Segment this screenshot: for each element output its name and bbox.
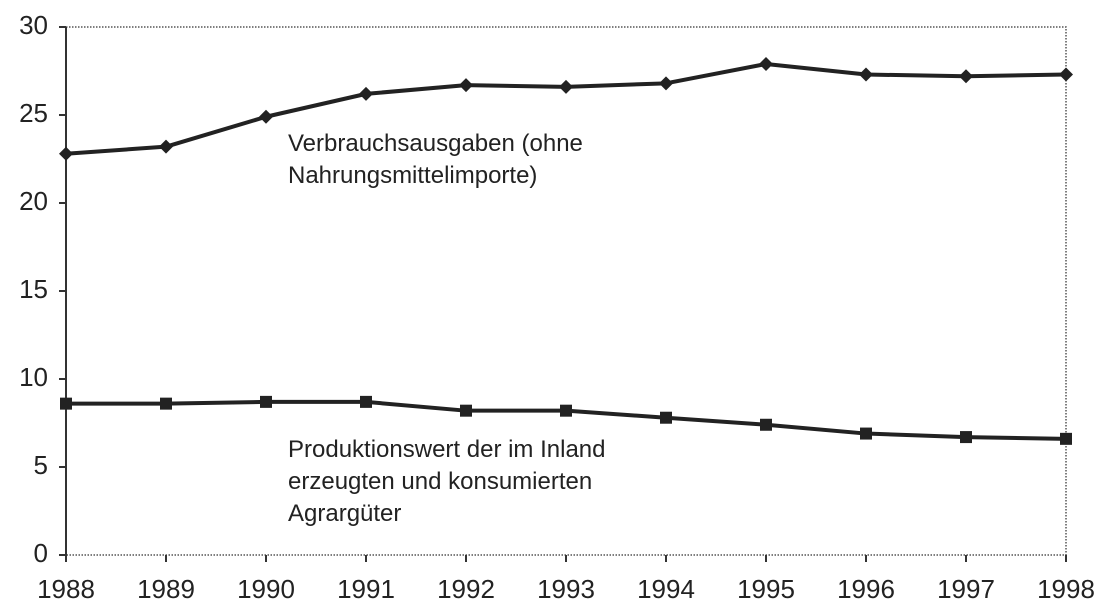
point [259,109,273,124]
point [1060,432,1072,445]
series-label: Produktionswert der im Inland erzeugten … [288,436,606,527]
point [260,395,272,408]
y-tick-label: 0 [34,538,48,568]
point [959,69,973,84]
x-tick-label: 1989 [137,574,195,604]
y-tick-label: 25 [19,98,48,128]
point [159,139,173,154]
x-tick-label: 1997 [937,574,995,604]
point [760,418,772,431]
x-tick-label: 1998 [1037,574,1095,604]
point [59,146,73,161]
point [160,397,172,410]
x-tick-label: 1994 [637,574,695,604]
x-tick-label: 1996 [837,574,895,604]
point [359,86,373,101]
point [860,427,872,440]
point [460,404,472,417]
point [360,395,372,408]
point [859,67,873,82]
point [1059,67,1073,82]
x-tick-label: 1993 [537,574,595,604]
y-tick-label: 30 [19,10,48,40]
x-tick-label: 1990 [237,574,295,604]
series-label: Verbrauchsausgaben (ohne Nahrungsmitteli… [288,130,583,189]
point [960,431,972,444]
x-tick-label: 1995 [737,574,795,604]
y-tick-label: 10 [19,362,48,392]
x-tick-label: 1991 [337,574,395,604]
y-tick-label: 15 [19,274,48,304]
point [459,78,473,93]
point [759,56,773,71]
point [559,79,573,94]
point [60,397,72,410]
point [560,404,572,417]
y-tick-label: 20 [19,186,48,216]
y-tick-label: 5 [34,450,48,480]
point [660,411,672,424]
x-tick-label: 1988 [37,574,95,604]
x-tick-label: 1992 [437,574,495,604]
point [659,76,673,91]
